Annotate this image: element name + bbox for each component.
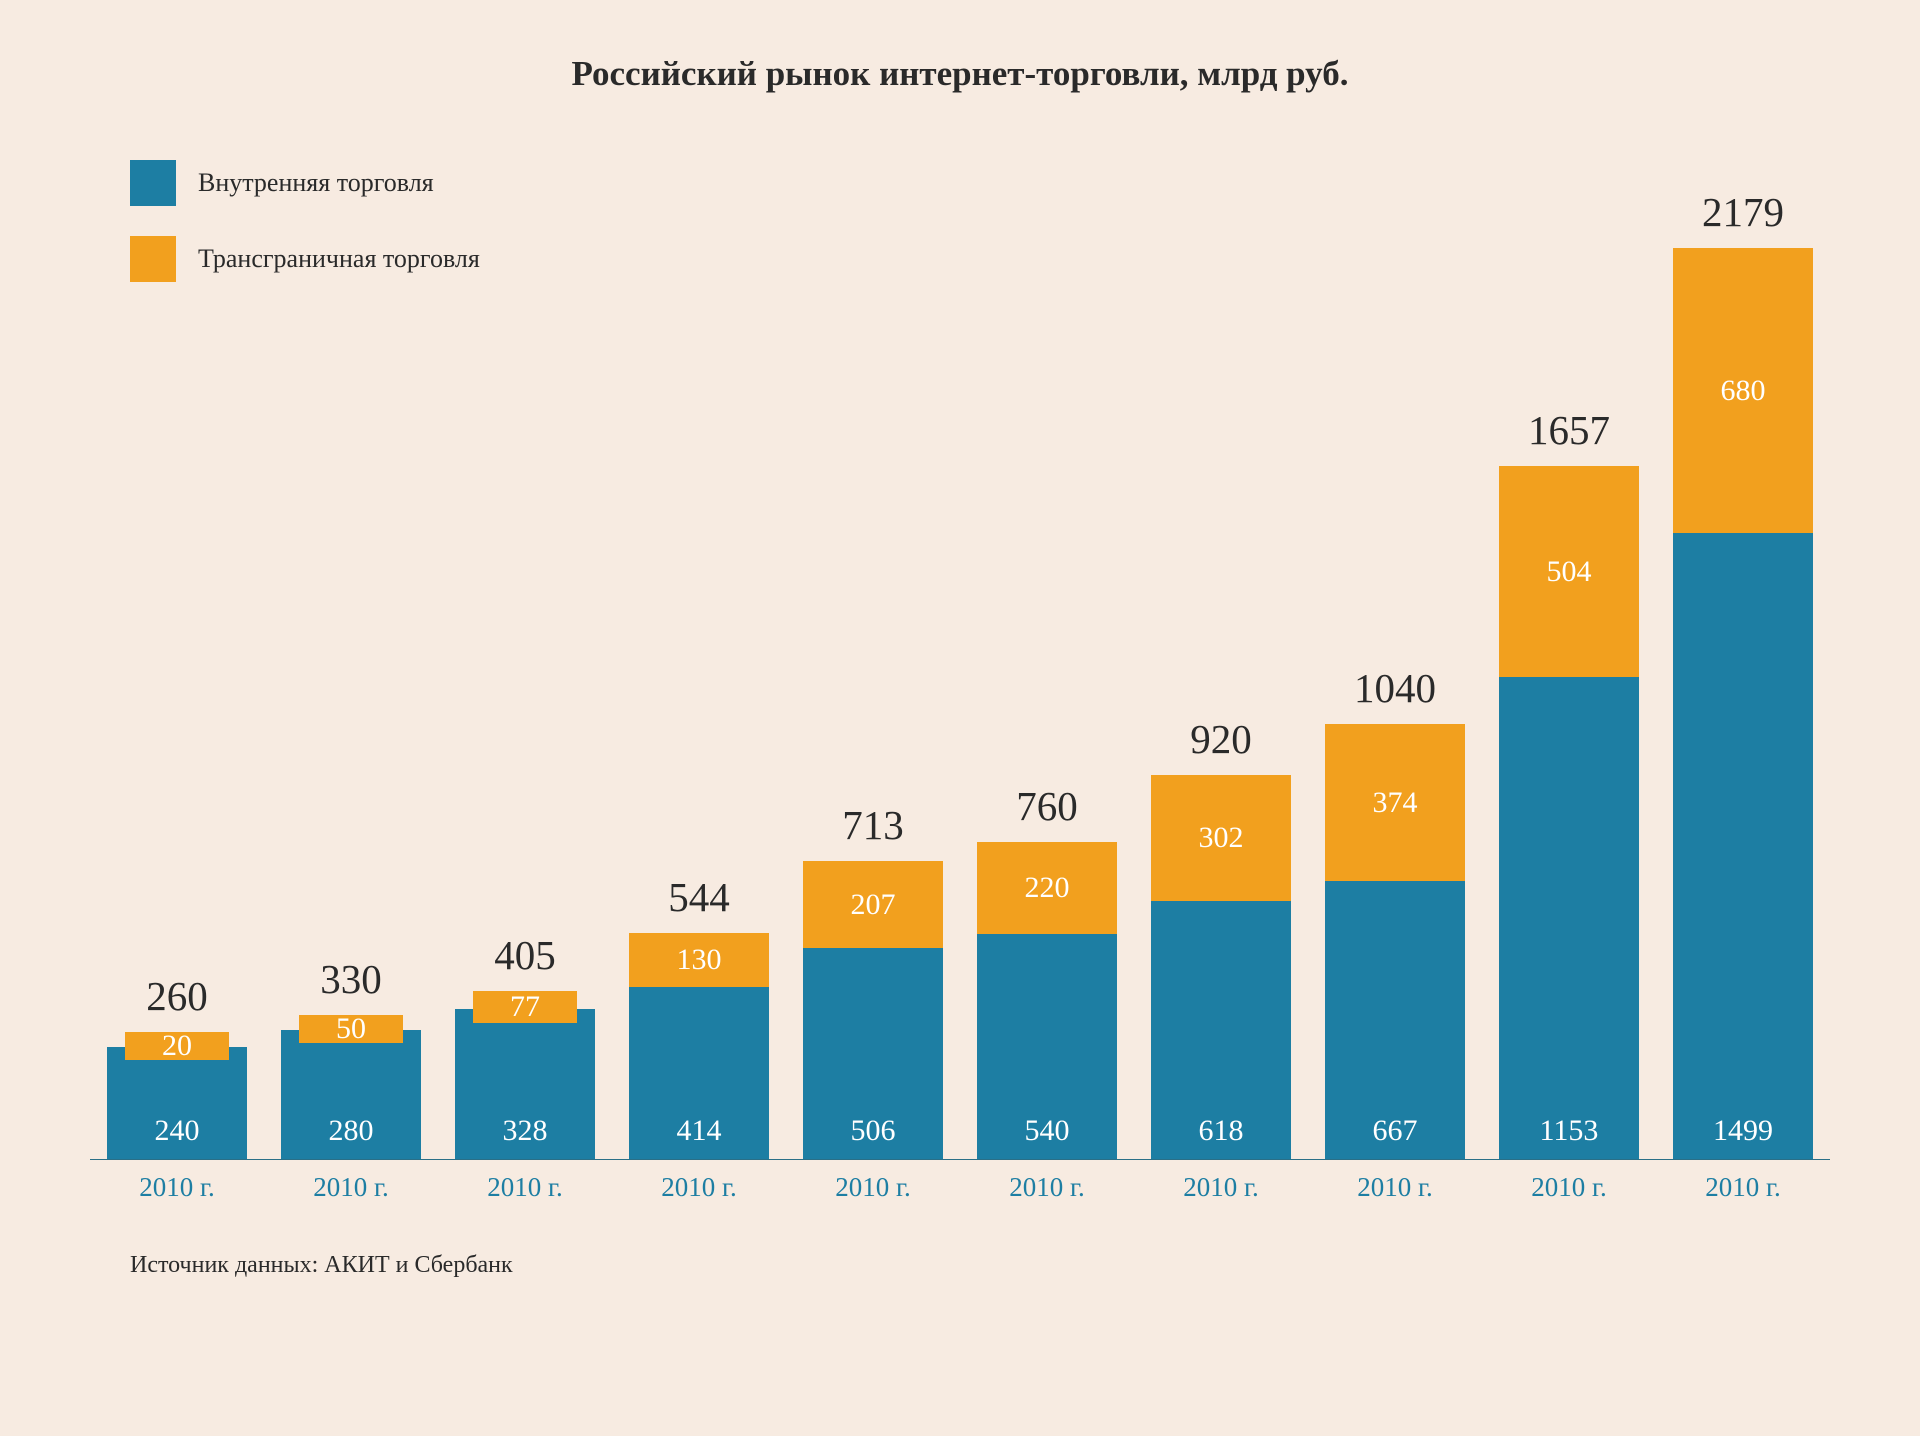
bar-total-label: 544 [599,873,799,921]
segment-value-domestic: 414 [629,1116,769,1146]
legend-swatch-domestic [130,160,176,206]
bars-row: 2402026028050330328774054141305445062077… [90,220,1830,1160]
bar-shoulder-right [229,1047,247,1060]
segment-value-crossborder: 130 [677,945,722,975]
bar-total-label: 760 [947,782,1147,830]
bar-group: 28050330 [281,1015,421,1160]
bar-segment-crossborder: 504 [1499,466,1639,677]
bar-total-label: 330 [251,955,451,1003]
bar-segment-crossborder: 207 [803,861,943,948]
bar-group: 414130544 [629,933,769,1160]
source-caption: Источник данных: АКИТ и Сбербанк [130,1252,513,1279]
bar-segment-crossborder: 680 [1673,248,1813,533]
segment-value-domestic: 540 [977,1116,1117,1146]
bar-total-label: 1040 [1295,664,1495,712]
bar-segment-domestic: 618 [1151,901,1291,1160]
bar-segment-crossborder: 130 [629,933,769,987]
x-axis-category-label: 2010 г. [977,1172,1117,1203]
bar-group: 540220760 [977,842,1117,1160]
bar-stack: 280 50 [281,1015,421,1160]
x-axis-labels: 2010 г. 2010 г. 2010 г. 2010 г. 2010 г. 2010 … [90,1172,1830,1203]
bar-stack: 240 20 [107,1032,247,1160]
bar-group: 14996802179 [1673,248,1813,1160]
x-axis-category-label: 2010 г. [1151,1172,1291,1203]
bar-total-label: 260 [77,972,277,1020]
x-axis-category-label: 2010 г. [1673,1172,1813,1203]
segment-value-domestic: 618 [1151,1116,1291,1146]
bar-shoulder-right [403,1030,421,1043]
bar-total-label: 920 [1121,715,1321,763]
bar-segment-domestic: 280 [281,1043,421,1160]
segment-value-crossborder: 680 [1721,376,1766,406]
bar-group: 506207713 [803,861,943,1160]
bar-segment-crossborder: 50 [299,1015,403,1043]
x-axis-category-label: 2010 г. [107,1172,247,1203]
segment-value-domestic: 506 [803,1116,943,1146]
segment-value-crossborder: 50 [336,1014,366,1044]
segment-value-crossborder: 504 [1547,557,1592,587]
bar-shoulder-left [281,1030,299,1043]
segment-value-crossborder: 77 [510,992,540,1022]
bar-segment-crossborder: 20 [125,1032,229,1060]
bar-total-label: 2179 [1643,188,1843,236]
bar-group: 32877405 [455,991,595,1160]
bar-total-label: 1657 [1469,406,1669,454]
bar-shoulder-left [455,1009,473,1023]
plot-area: 2402026028050330328774054141305445062077… [90,220,1830,1160]
bar-stack: 540 220 [977,842,1117,1160]
x-axis-category-label: 2010 г. [629,1172,769,1203]
bar-segment-domestic: 240 [107,1060,247,1160]
segment-value-domestic: 280 [281,1116,421,1146]
bar-group: 618302920 [1151,775,1291,1160]
segment-value-domestic: 328 [455,1116,595,1146]
bar-stack: 618 302 [1151,775,1291,1160]
bar-segment-domestic: 328 [455,1023,595,1160]
segment-value-domestic: 1499 [1673,1116,1813,1146]
bar-group: 6673741040 [1325,724,1465,1160]
chart-container: Российский рынок интернет-торговли, млрд… [0,0,1920,1436]
segment-value-domestic: 667 [1325,1116,1465,1146]
segment-value-crossborder: 20 [162,1031,192,1061]
bar-segment-domestic: 1499 [1673,533,1813,1160]
segment-value-crossborder: 302 [1199,823,1244,853]
segment-value-crossborder: 207 [851,890,896,920]
legend-item-domestic: Внутренняя торговля [130,160,480,206]
bar-segment-domestic: 1153 [1499,677,1639,1160]
bar-shoulder-left [107,1047,125,1060]
segment-value-domestic: 240 [107,1116,247,1146]
bar-group: 11535041657 [1499,466,1639,1160]
bar-total-label: 405 [425,931,625,979]
bar-stack: 1499 680 [1673,248,1813,1160]
bar-segment-crossborder: 77 [473,991,577,1023]
bar-segment-crossborder: 220 [977,842,1117,934]
bar-segment-crossborder: 302 [1151,775,1291,901]
bar-segment-domestic: 414 [629,987,769,1160]
x-axis-category-label: 2010 г. [803,1172,943,1203]
bar-group: 24020260 [107,1032,247,1160]
bar-segment-domestic: 506 [803,948,943,1160]
bar-segment-crossborder: 374 [1325,724,1465,881]
bar-stack: 506 207 [803,861,943,1160]
bar-stack: 414 130 [629,933,769,1160]
bar-stack: 328 77 [455,991,595,1160]
bar-stack: 1153 504 [1499,466,1639,1160]
bar-stack: 667 374 [1325,724,1465,1160]
x-axis-category-label: 2010 г. [281,1172,421,1203]
legend-label-domestic: Внутренняя торговля [198,168,434,198]
segment-value-crossborder: 374 [1373,788,1418,818]
x-axis-category-label: 2010 г. [1325,1172,1465,1203]
bar-total-label: 713 [773,801,973,849]
bar-segment-domestic: 667 [1325,881,1465,1160]
x-axis-category-label: 2010 г. [1499,1172,1639,1203]
x-axis-baseline [90,1159,1830,1160]
chart-title: Российский рынок интернет-торговли, млрд… [0,54,1920,94]
segment-value-crossborder: 220 [1025,873,1070,903]
segment-value-domestic: 1153 [1499,1116,1639,1146]
x-axis-category-label: 2010 г. [455,1172,595,1203]
bar-segment-domestic: 540 [977,934,1117,1160]
bar-shoulder-right [577,1009,595,1023]
